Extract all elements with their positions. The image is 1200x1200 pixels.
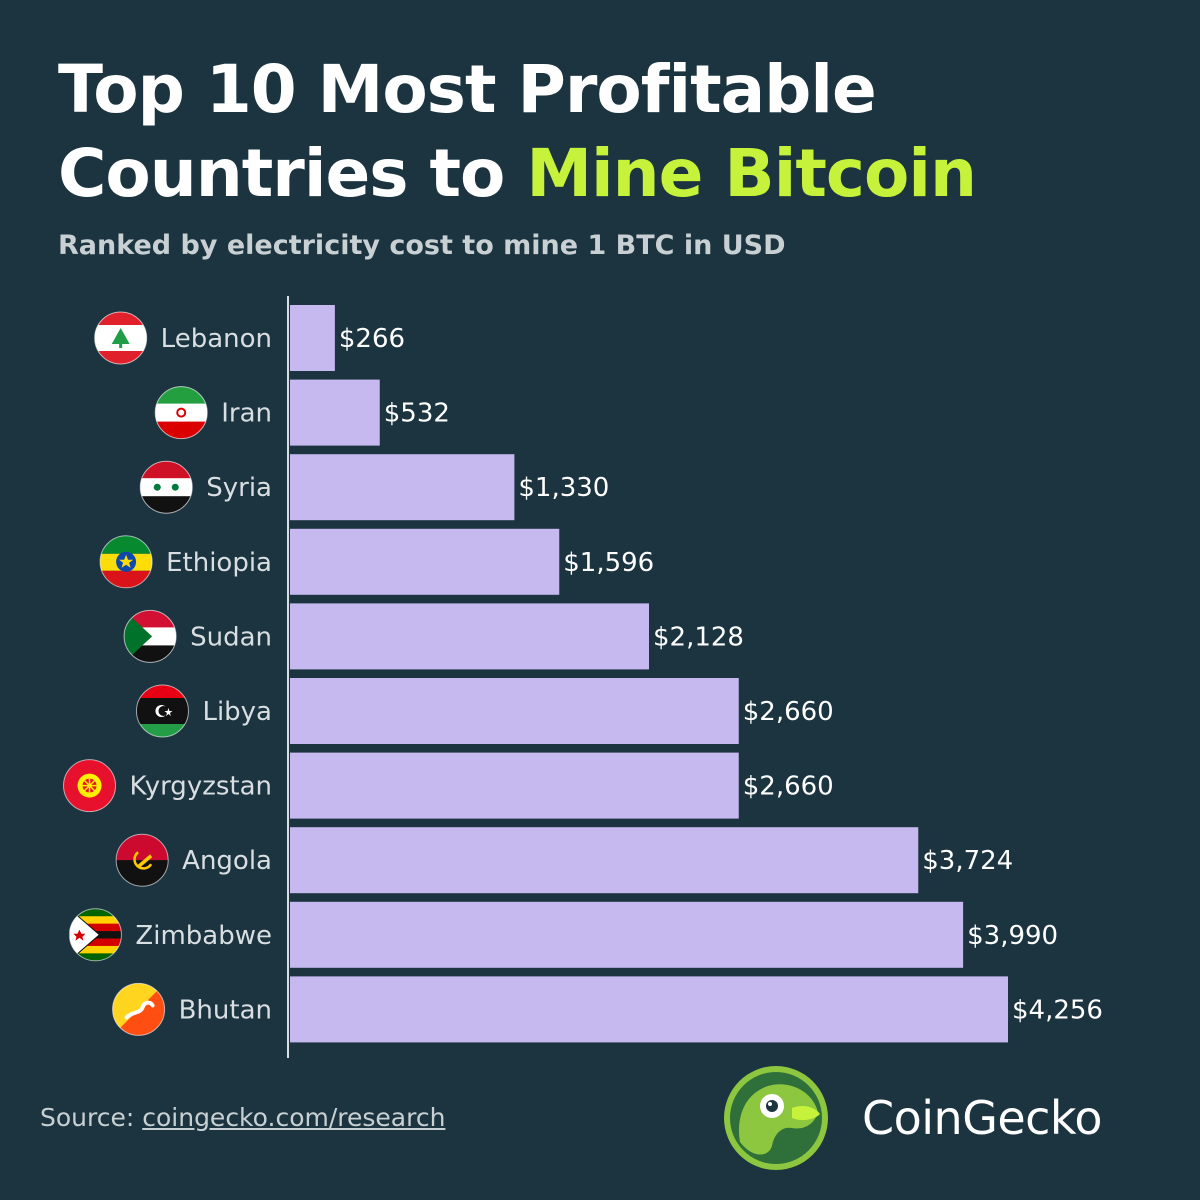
brand: CoinGecko [722,1062,1103,1174]
category-label: Zimbabwe [135,921,272,951]
ethiopia-flag-icon [99,535,153,589]
category-label: Angola [182,846,272,876]
bar-value-label: $2,660 [743,772,834,802]
category-label: Bhutan [179,995,272,1025]
bar-value-label: $532 [384,399,450,429]
lebanon-flag-icon [94,311,148,365]
title-line-2: Countries to Mine Bitcoin [58,132,1158,216]
angola-flag-icon [115,833,169,887]
bar [290,678,739,744]
bar-value-label: $3,724 [922,846,1013,876]
category-label: Kyrgyzstan [130,772,272,802]
source-prefix: Source: [40,1103,143,1132]
bar [290,901,964,968]
bhutan-flag-icon [112,982,166,1036]
bar [290,454,515,521]
category-label: Iran [221,399,272,429]
bar [290,528,560,595]
category-label: Syria [206,473,272,503]
title-line-2-plain: Countries to [58,135,527,212]
bar [290,976,1008,1043]
coingecko-logo-icon [724,1066,828,1170]
chart-subtitle: Ranked by electricity cost to mine 1 BTC… [58,230,786,261]
bar-value-label: $2,128 [653,622,744,652]
bar [290,827,919,894]
category-label: Lebanon [161,324,272,354]
bar [290,752,739,819]
bar [290,305,335,371]
kyrgyzstan-flag-icon [63,759,117,813]
source-note: Source: coingecko.com/research [40,1103,445,1132]
brand-name: CoinGecko [862,1091,1103,1145]
source-link[interactable]: coingecko.com/research [142,1103,446,1132]
bar-value-label: $1,596 [563,548,654,578]
bar-value-label: $3,990 [967,921,1058,951]
libya-flag-icon [135,684,189,738]
zimbabwe-flag-icon [68,908,122,962]
category-label: Ethiopia [166,548,272,578]
bar-value-label: $266 [339,324,405,354]
category-label: Sudan [190,622,272,652]
bar-value-label: $4,256 [1012,995,1103,1025]
title-line-2-accent: Mine Bitcoin [526,135,977,212]
sudan-flag-icon [123,609,177,663]
bar [290,379,380,446]
page-title: Top 10 Most Profitable Countries to Mine… [58,48,1158,216]
bar-value-label: $2,660 [743,697,834,727]
syria-flag-icon [139,460,193,514]
category-label: Libya [202,697,272,727]
title-line-1: Top 10 Most Profitable [58,51,877,128]
bar-value-label: $1,330 [518,473,609,503]
bar [290,603,649,670]
iran-flag-icon [154,386,208,440]
